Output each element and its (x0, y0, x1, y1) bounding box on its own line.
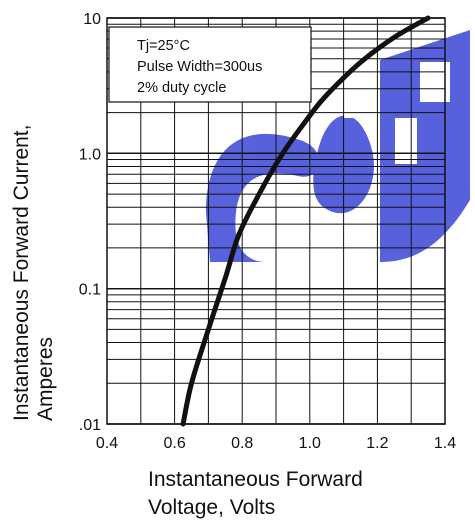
annotation-line-2: Pulse Width=300us (137, 59, 262, 75)
x-tick-label: 1.2 (366, 435, 388, 452)
x-axis-title-line-2: Voltage, Volts (148, 496, 275, 519)
y-axis-title-line-2: Amperes (34, 337, 57, 421)
annotation-line-1: Tj=25°C (137, 38, 190, 54)
y-tick-labels: .01 0.1 1.0 10 (79, 11, 101, 434)
annotation-box: Tj=25°C Pulse Width=300us 2% duty cycle (108, 26, 312, 103)
x-tick-labels: 0.4 0.6 0.8 1.0 1.2 1.4 (96, 435, 456, 452)
y-tick-label: 0.1 (79, 282, 101, 299)
plot-frame (106, 17, 446, 425)
y-tick-label: 1.0 (79, 146, 101, 163)
annotation-line-3: 2% duty cycle (137, 80, 226, 96)
x-tick-label: 0.8 (231, 435, 253, 452)
x-axis-title-line-1: Instantaneous Forward (148, 468, 363, 491)
x-tick-label: 1.0 (299, 435, 321, 452)
x-tick-label: 0.4 (96, 435, 118, 452)
x-axis-title: Instantaneous Forward Voltage, Volts (148, 468, 363, 519)
y-axis-title: Instantaneous Forward Current, Amperes (10, 125, 57, 421)
x-tick-label: 1.4 (434, 435, 456, 452)
y-tick-label: 10 (83, 11, 101, 28)
y-axis-title-line-1: Instantaneous Forward Current, (10, 125, 33, 421)
x-tick-label: 0.6 (163, 435, 185, 452)
series-line (180, 15, 431, 427)
y-tick-label: .01 (79, 417, 101, 434)
